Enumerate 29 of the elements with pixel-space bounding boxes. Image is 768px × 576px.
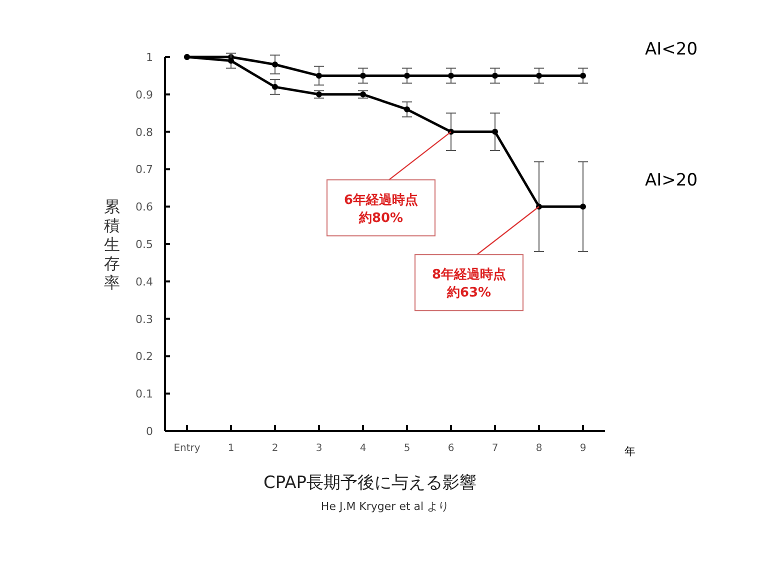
y-tick-label: 0.1 — [136, 388, 153, 401]
x-tick-label: 2 — [272, 443, 278, 454]
y-tick-label: 0.8 — [136, 126, 153, 139]
x-tick-label: 4 — [360, 443, 366, 454]
x-tick-label: 9 — [580, 443, 586, 454]
y-tick-label: 0.6 — [136, 200, 153, 214]
x-tick-label: 5 — [404, 443, 410, 454]
x-tick-label: 7 — [492, 443, 498, 454]
y-tick-label: 0.3 — [136, 312, 153, 326]
y-tick-label: 0.7 — [136, 163, 153, 176]
x-tick-label: 8 — [536, 443, 542, 454]
text: He J.M Kryger et al より — [320, 500, 450, 513]
y-tick-label: 0.9 — [136, 88, 153, 102]
y-tick-label: 0 — [146, 425, 153, 438]
x-tick-label: 3 — [316, 443, 322, 454]
text: AI<20 — [645, 40, 698, 60]
y-tick-label: 0.5 — [136, 238, 153, 251]
y-tick-label: 1 — [146, 51, 153, 64]
y-axis-title: 累積生存率 — [104, 197, 120, 292]
x-axis-title: 年 — [624, 445, 636, 458]
y-tick-label: 0.4 — [136, 275, 153, 288]
x-tick-label: 1 — [228, 443, 234, 454]
x-tick-label: 6 — [448, 443, 454, 454]
text: AI>20 — [645, 170, 698, 191]
y-tick-label: 0.2 — [136, 350, 153, 364]
text: CPAP長期予後に与える影響 — [264, 473, 476, 493]
x-tick-label: Entry — [174, 443, 200, 454]
annotation: 6年経過時点約80% — [344, 192, 418, 226]
annotation: 8年経過時点約63% — [432, 266, 506, 301]
